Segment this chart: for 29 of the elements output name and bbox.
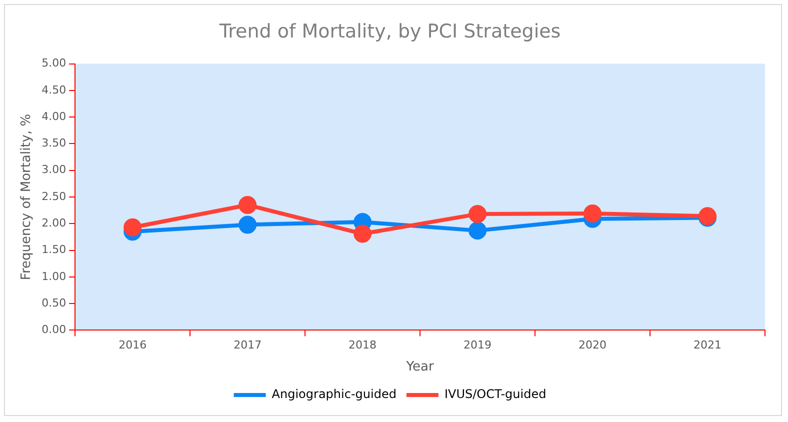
y-tick-label: 3.00 xyxy=(42,163,66,176)
y-tick-label: 1.00 xyxy=(42,270,66,283)
point xyxy=(238,216,257,234)
y-tick-label: 1.50 xyxy=(42,243,66,256)
x-tick-label: 2020 xyxy=(578,338,607,352)
x-tick-label: 2019 xyxy=(464,338,492,352)
x-tick-label: 2021 xyxy=(694,338,722,352)
x-tick-label: 2016 xyxy=(118,338,147,352)
point xyxy=(238,196,257,214)
x-tick-label: 2018 xyxy=(348,338,377,352)
point xyxy=(468,205,487,224)
x-axis-title: Year xyxy=(405,360,434,375)
chart-title: Trend of Mortality, by PCI Strategies xyxy=(218,20,561,42)
y-tick-label: 4.50 xyxy=(42,83,66,96)
point xyxy=(354,224,372,243)
point xyxy=(124,218,142,236)
x-tick-label: 2017 xyxy=(234,338,262,352)
y-tick-label: 5.00 xyxy=(42,56,66,70)
legend-label: IVUS/OCT-guided xyxy=(444,387,546,402)
point xyxy=(584,204,602,223)
y-axis-title: Frequency of Mortality, % xyxy=(19,114,34,280)
point xyxy=(468,222,487,240)
y-tick-label: 2.00 xyxy=(42,216,66,230)
y-tick-label: 4.00 xyxy=(42,110,66,123)
y-tick-label: 0.00 xyxy=(42,323,66,336)
y-tick-label: 2.50 xyxy=(42,190,66,203)
legend-label: Angiographic-guided xyxy=(272,387,396,402)
y-tick-label: 0.50 xyxy=(42,296,66,310)
y-tick-label: 3.50 xyxy=(42,136,66,150)
